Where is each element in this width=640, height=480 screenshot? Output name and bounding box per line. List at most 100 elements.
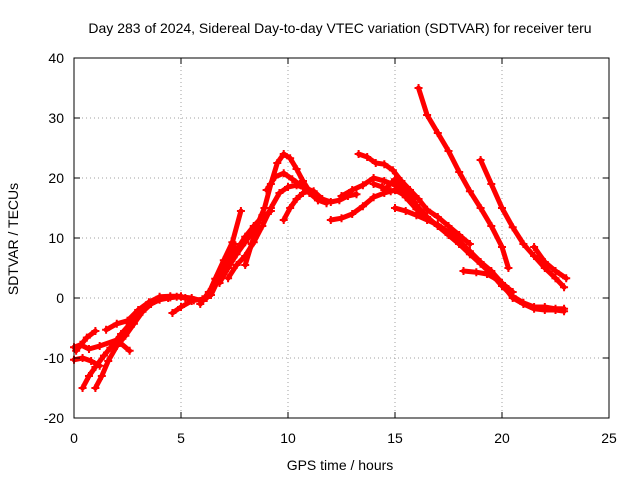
data-point (476, 204, 485, 212)
data-point (423, 216, 432, 224)
y-tick-label: 30 (48, 110, 64, 126)
data-point (483, 270, 492, 278)
data-point (433, 220, 442, 229)
data-point (129, 319, 138, 328)
series-line-track-13 (242, 151, 321, 268)
data-point (144, 298, 153, 307)
data-point (540, 306, 549, 314)
data-point (386, 187, 395, 196)
data-point (414, 195, 423, 203)
data-point (487, 180, 496, 188)
data-point (335, 196, 344, 205)
data-point (423, 111, 432, 119)
x-tick-label: 5 (177, 430, 185, 446)
data-point (262, 186, 271, 194)
data-point (354, 150, 363, 158)
data-point (493, 276, 502, 284)
data-point (284, 183, 292, 191)
data-point (433, 213, 442, 221)
x-tick-label: 25 (601, 430, 617, 446)
data-point (472, 268, 481, 277)
data-point (498, 243, 506, 251)
data-point (551, 306, 560, 314)
data-point (134, 306, 143, 314)
x-tick-label: 20 (494, 430, 510, 446)
data-point (177, 292, 185, 301)
series-line-track-25 (531, 244, 569, 281)
data-point (519, 240, 528, 248)
data-point (378, 183, 387, 191)
data-point (97, 372, 106, 380)
data-point (401, 207, 410, 215)
data-point (337, 192, 346, 200)
data-point (78, 384, 87, 392)
data-point (286, 204, 295, 212)
data-point (155, 292, 164, 301)
data-point (519, 300, 528, 308)
data-point (337, 214, 346, 223)
data-point (279, 150, 288, 158)
data-point (444, 147, 453, 155)
data-point (91, 363, 100, 371)
data-point (292, 165, 301, 173)
data-point (82, 333, 91, 342)
data-point (271, 172, 280, 181)
data-point (551, 267, 560, 275)
data-point (369, 193, 378, 202)
data-point (112, 319, 121, 328)
y-axis-label: SDTVAR / TECUs (5, 183, 21, 295)
data-point (388, 166, 397, 175)
data-point (391, 175, 399, 184)
data-point (433, 129, 442, 137)
data-point (247, 240, 256, 248)
x-tick-label: 10 (280, 430, 296, 446)
data-point (219, 256, 228, 265)
series-line-track-23 (416, 85, 511, 271)
data-point (455, 237, 464, 245)
data-point (102, 325, 111, 334)
data-point (84, 372, 93, 380)
data-point (224, 264, 233, 272)
data-point (363, 153, 372, 161)
y-tick-label: 20 (48, 170, 64, 186)
data-point (125, 346, 134, 355)
data-point (241, 238, 250, 247)
y-tick-label: 10 (48, 230, 64, 246)
data-point (236, 207, 245, 215)
data-point (104, 357, 113, 365)
x-axis-ticks: 0 5 10 15 20 25 (70, 58, 617, 446)
x-tick-label: 0 (70, 430, 78, 446)
data-point (313, 196, 322, 205)
data-point (224, 274, 233, 283)
y-tick-label: -20 (44, 410, 64, 426)
data-point (465, 247, 474, 256)
y-tick-label: -10 (44, 350, 64, 366)
data-point (465, 240, 474, 248)
data-point (551, 274, 560, 283)
data-point (348, 186, 357, 194)
data-point (380, 160, 389, 169)
data-point (166, 292, 175, 301)
data-point (348, 210, 357, 218)
data-point (112, 342, 121, 350)
data-point (508, 223, 517, 232)
data-point (508, 288, 517, 296)
data-point (504, 285, 513, 293)
data-point (260, 204, 269, 212)
data-point (401, 186, 410, 194)
y-axis-ticks: -20 -10 0 10 20 30 40 (44, 50, 609, 426)
data-point (444, 228, 453, 236)
data-point (562, 274, 571, 283)
data-point (202, 294, 211, 302)
data-point (504, 264, 513, 272)
data-point (275, 189, 284, 197)
data-point (254, 219, 263, 227)
data-point (487, 222, 496, 230)
data-point (412, 201, 421, 209)
data-point (476, 258, 485, 266)
data-point (305, 187, 314, 196)
data-point (288, 175, 297, 184)
data-point (91, 327, 100, 335)
data-point (72, 346, 81, 355)
